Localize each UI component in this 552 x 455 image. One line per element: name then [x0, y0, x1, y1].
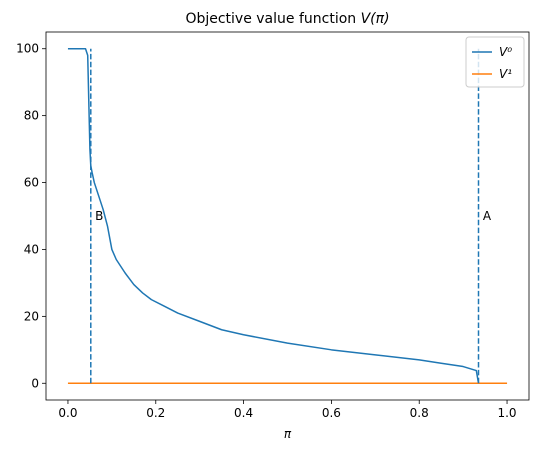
y-tick-label: 60 — [24, 176, 39, 190]
plot-area-frame — [45, 31, 530, 401]
legend-box — [465, 36, 525, 88]
legend: V⁰ V¹ — [465, 36, 525, 88]
x-tick-label: 1.0 — [497, 406, 516, 420]
x-axis-ticks: 0.0 0.2 0.4 0.6 0.8 1.0 — [58, 400, 517, 420]
title-math: V(π) — [361, 11, 390, 27]
x-axis-label: π — [284, 427, 292, 441]
y-tick-label: 80 — [24, 109, 39, 123]
legend-label-1: V¹ — [499, 67, 512, 81]
x-tick-label: 0.4 — [234, 406, 253, 420]
annotation-A: A — [483, 209, 492, 223]
y-tick-label: 0 — [31, 376, 39, 390]
series-layer — [67, 47, 508, 385]
legend-label-0: V⁰ — [499, 45, 512, 59]
y-axis-ticks: 0 20 40 60 80 100 — [16, 42, 46, 390]
x-tick-label: 0.8 — [410, 406, 429, 420]
x-tick-label: 0.6 — [322, 406, 341, 420]
title-text: Objective value function — [185, 11, 360, 27]
y-tick-label: 20 — [24, 309, 39, 323]
reference-lines — [90, 48, 480, 384]
y-tick-label: 40 — [24, 242, 39, 256]
annotation-B: B — [95, 209, 103, 223]
series-line-0 — [67, 47, 480, 384]
chart-title: Objective value function V(π) — [185, 11, 389, 27]
x-tick-label: 0.0 — [58, 406, 77, 420]
x-tick-label: 0.2 — [146, 406, 165, 420]
y-tick-label: 100 — [16, 42, 39, 56]
